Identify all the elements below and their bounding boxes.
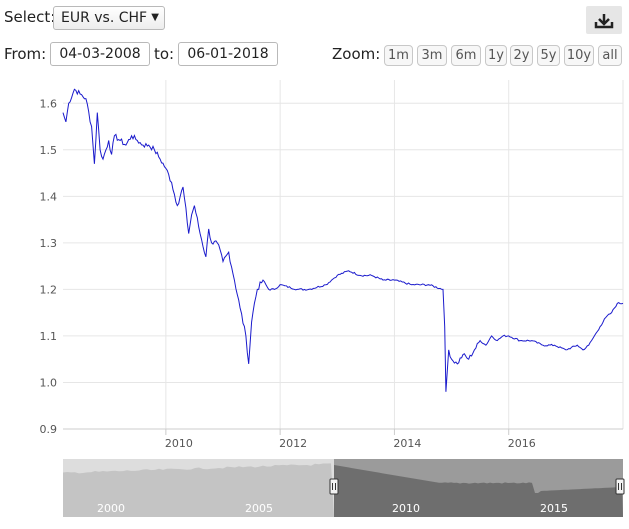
from-date-input[interactable]: 04-03-2008 [50,42,150,66]
x-axis-labels: 2010 2012 2014 2016 [165,437,536,450]
y-tick-label: 1.4 [40,190,58,203]
navigator-tick-label: 2010 [392,502,420,515]
navigator-left-handle[interactable] [329,478,339,495]
navigator-tick-label: 2000 [97,502,125,515]
navigator[interactable]: 2000 2005 2010 2015 [63,459,625,517]
download-icon [594,14,614,29]
zoom-6m-button[interactable]: 6m [451,45,481,66]
series-line-eur-chf [62,88,624,392]
zoom-1y-button[interactable]: 1y [485,45,507,66]
navigator-tick-label: 2005 [245,502,273,515]
y-tick-label: 1.1 [40,330,58,343]
chart-grid [63,80,624,435]
zoom-2y-button[interactable]: 2y [510,45,533,66]
chevron-down-icon: ▼ [151,12,159,23]
y-tick-label: 1.2 [40,283,58,296]
navigator-tick-label: 2015 [540,502,568,515]
from-label: From: [4,45,47,63]
x-tick-label: 2010 [165,437,193,450]
select-label: Select: [4,8,56,26]
x-tick-label: 2014 [393,437,421,450]
download-button[interactable] [586,6,622,34]
y-tick-label: 0.9 [40,423,58,436]
x-tick-label: 2012 [279,437,307,450]
navigator-series-area-left [63,463,334,517]
x-tick-label: 2016 [508,437,536,450]
navigator-right-handle[interactable] [615,478,625,495]
zoom-3m-button[interactable]: 3m [417,45,447,66]
exchange-rate-chart: 1.61.51.41.31.21.11.00.9 2010 2012 2014 201… [40,80,625,517]
y-tick-label: 1.5 [40,144,58,157]
currency-pair-select[interactable]: EUR vs. CHF ▼ [53,6,165,30]
y-tick-label: 1.0 [40,376,58,389]
zoom-10y-button[interactable]: 10y [564,45,594,66]
zoom-5y-button[interactable]: 5y [537,45,560,66]
toolbar: Select: EUR vs. CHF ▼ [0,0,629,40]
y-tick-label: 1.3 [40,237,58,250]
navigator-axis-labels: 2000 2005 2010 2015 [97,502,568,515]
y-axis-labels: 1.6 1.5 1.4 1.3 1.2 1.1 1.0 0.9 [40,97,58,436]
currency-pair-value: EUR vs. CHF [61,10,148,26]
zoom-all-button[interactable]: all [598,45,622,66]
zoom-1m-button[interactable]: 1m [384,45,413,66]
handle-grip[interactable] [329,478,339,495]
handle-grip[interactable] [615,478,625,495]
navigator-series-area-right [334,465,623,517]
zoom-label: Zoom: [332,45,381,63]
to-date-input[interactable]: 06-01-2018 [178,42,278,66]
y-tick-label: 1.6 [40,97,58,110]
to-label: to: [154,45,175,63]
